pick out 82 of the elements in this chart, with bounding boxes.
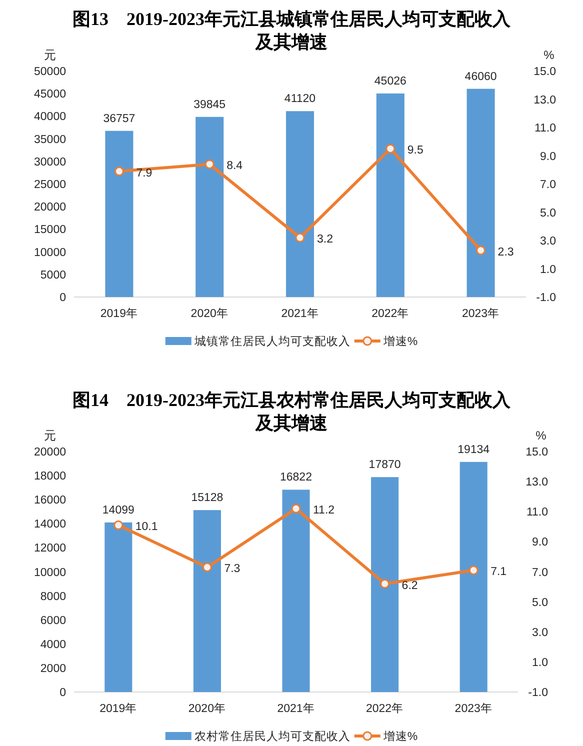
y2-tick-label: 11.0 (534, 122, 556, 134)
data-label: 36757 (103, 112, 136, 125)
y-tick-label: 25000 (34, 179, 66, 191)
data-label: 10.1 (135, 521, 158, 534)
title: 及其增速 (256, 413, 328, 433)
y-tick-label: 20000 (34, 446, 66, 458)
y2-tick-label: 7.0 (540, 179, 556, 191)
y-tick-label: 12000 (34, 542, 66, 555)
data-label: 46060 (464, 70, 497, 83)
y2-tick-label: 15.0 (534, 66, 556, 78)
y-tick-label: 30000 (34, 156, 66, 168)
x-tick-label: 2020年 (190, 308, 228, 320)
data-label: 17870 (368, 459, 401, 472)
x-tick-label: 2023年 (454, 703, 492, 715)
y2-tick-label: 1.0 (532, 656, 548, 669)
y-tick-label: 8000 (40, 590, 66, 603)
data-label: 7.1 (490, 566, 507, 578)
y2-tick-label: 9.0 (532, 536, 548, 549)
legend-label: 增速% (383, 336, 418, 348)
data-label: 16822 (280, 472, 312, 484)
y-tick-label: 15000 (34, 224, 66, 236)
y-tick-label: 4000 (40, 638, 66, 651)
y-tick-label: 0 (60, 292, 66, 304)
x-tick-label: 2020年 (188, 703, 226, 715)
ylabel: 元 (44, 48, 56, 62)
y2label: % (544, 48, 554, 62)
data-label: 11.2 (313, 504, 335, 517)
y-tick-label: 40000 (34, 111, 66, 124)
title: 及其增速 (256, 32, 328, 52)
x-tick-label: 2019年 (100, 703, 138, 715)
y2-tick-label: 5.0 (540, 207, 556, 220)
y-tick-label: 2000 (40, 662, 66, 675)
y-tick-label: 10000 (34, 566, 66, 579)
data-label: 45026 (374, 75, 406, 88)
y2-tick-label: 5.0 (532, 596, 548, 609)
y-tick-label: 10000 (34, 246, 66, 259)
y-tick-label: 14000 (34, 518, 66, 531)
ylabel: 元 (44, 428, 56, 442)
y-tick-label: 18000 (34, 470, 66, 483)
data-label: 8.4 (226, 160, 243, 172)
y2-tick-label: 11.0 (526, 506, 548, 519)
y2-tick-label: 3.0 (532, 626, 548, 639)
x-tick-label: 2022年 (366, 703, 404, 715)
y-tick-label: 50000 (34, 66, 66, 78)
x-tick-label: 2021年 (281, 308, 319, 320)
data-label: 2.3 (498, 246, 514, 258)
data-label: 9.5 (407, 144, 424, 157)
y-tick-label: 20000 (34, 202, 66, 214)
title: 图13 2019-2023年元江县城镇常住居民人均可支配收入 (72, 9, 510, 29)
title: 图14 2019-2023年元江县农村常住居民人均可支配收入 (72, 390, 510, 410)
y2-tick-label: 15.0 (526, 446, 548, 458)
x-tick-label: 2021年 (277, 703, 315, 715)
y2-tick-label: 9.0 (540, 150, 556, 163)
y2-tick-label: 13.0 (526, 476, 548, 489)
legend-label: 城镇常住居民人均可支配收入 (194, 336, 350, 348)
data-label: 15128 (191, 492, 224, 504)
data-label: 6.2 (402, 580, 418, 592)
y-tick-label: 45000 (34, 88, 66, 101)
y2-tick-label: 1.0 (540, 264, 556, 276)
y2-tick-label: 7.0 (532, 566, 548, 579)
y2-tick-label: -1.0 (528, 687, 548, 699)
x-tick-label: 2022年 (372, 308, 410, 320)
y-tick-label: 16000 (34, 494, 66, 507)
data-label: 39845 (194, 98, 226, 111)
y-tick-label: 5000 (40, 269, 66, 282)
data-label: 7.3 (224, 563, 240, 576)
y-tick-label: 0 (60, 687, 66, 699)
x-tick-label: 2019年 (100, 308, 138, 320)
data-label: 41120 (284, 93, 316, 106)
y2-tick-label: -1.0 (536, 292, 556, 304)
data-label: 7.9 (136, 167, 152, 180)
y2-tick-label: 3.0 (540, 236, 556, 248)
data-label: 19134 (458, 444, 490, 456)
data-label: 3.2 (317, 234, 333, 246)
data-label: 14099 (102, 504, 134, 516)
legend-label: 增速% (383, 731, 418, 743)
y-tick-label: 6000 (40, 614, 66, 627)
legend-label: 农村常住居民人均可支配收入 (194, 731, 350, 743)
y-tick-label: 35000 (34, 134, 66, 146)
x-tick-label: 2023年 (462, 308, 500, 320)
y2label: % (536, 428, 546, 442)
y2-tick-label: 13.0 (534, 94, 556, 106)
